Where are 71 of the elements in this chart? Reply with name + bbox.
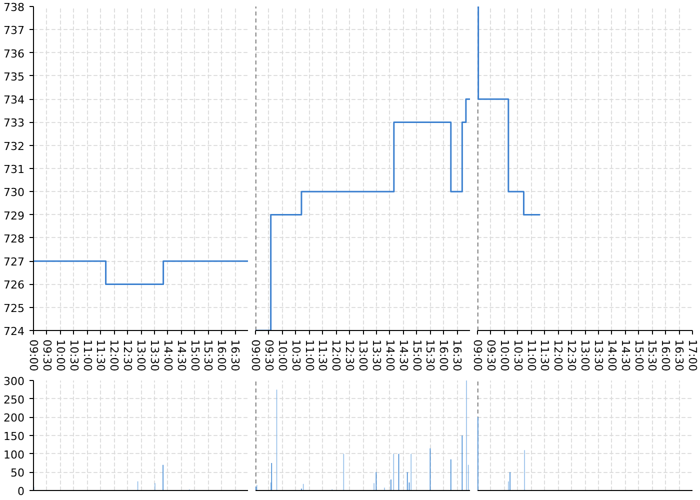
y-tick-label: 736 <box>4 47 25 60</box>
y-tick-label: 724 <box>4 325 25 338</box>
x-tick-label: 11:30 <box>316 340 330 372</box>
x-tick-label: 11:30 <box>538 340 552 372</box>
x-tick-label: 13:00 <box>134 340 148 372</box>
x-tick-label: 14:30 <box>174 340 188 372</box>
x-tick-label: 10:30 <box>511 340 524 372</box>
x-tick-label: 09:00 <box>471 340 484 372</box>
x-tick-label: 16:30 <box>450 340 464 372</box>
x-tick-label: 15:00 <box>632 340 646 372</box>
x-tick-label: 12:00 <box>552 340 565 372</box>
y-tick-label: 728 <box>4 232 25 246</box>
y-tick-label: 100 <box>4 448 25 462</box>
y-tick-label: 726 <box>4 278 25 292</box>
y-tick-label: 734 <box>4 94 25 107</box>
x-tick-label: 10:30 <box>67 340 80 372</box>
x-tick-label: 13:30 <box>370 340 383 372</box>
y-tick-label: 729 <box>4 209 25 222</box>
y-tick-label: 733 <box>4 116 25 130</box>
y-tick-label: 731 <box>4 163 25 176</box>
x-tick-label: 14:00 <box>383 340 396 372</box>
x-tick-label: 12:30 <box>121 340 134 372</box>
x-tick-label: 09:00 <box>249 340 262 372</box>
x-tick-label: 10:00 <box>498 340 511 372</box>
x-tick-label: 16:30 <box>228 340 242 372</box>
y-tick-label: 0 <box>18 485 24 498</box>
x-tick-label: 12:30 <box>343 340 356 372</box>
x-tick-label: 16:00 <box>215 340 228 372</box>
y-tick-label: 738 <box>4 1 25 14</box>
x-tick-label: 15:00 <box>188 340 202 372</box>
x-tick-label: 11:00 <box>302 340 316 372</box>
y-tick-label: 725 <box>4 302 25 315</box>
x-tick-label: 13:30 <box>592 340 605 372</box>
x-tick-label: 16:00 <box>437 340 450 372</box>
x-tick-label: 10:00 <box>54 340 67 372</box>
y-tick-label: 730 <box>4 186 25 200</box>
x-tick-label: 12:00 <box>108 340 121 372</box>
x-tick-label: 09:00 <box>27 340 40 372</box>
x-tick-label: 15:30 <box>424 340 437 372</box>
x-tick-label: 14:00 <box>605 340 618 372</box>
x-tick-label: 11:00 <box>80 340 94 372</box>
y-tick-label: 250 <box>4 393 25 406</box>
y-tick-label: 727 <box>4 256 25 269</box>
x-tick-label: 16:30 <box>672 340 686 372</box>
x-tick-label: 10:30 <box>289 340 302 372</box>
x-tick-label: 13:30 <box>148 340 161 372</box>
y-tick-label: 150 <box>4 430 25 443</box>
x-tick-label: 09:30 <box>262 340 276 372</box>
x-tick-label: 12:30 <box>565 340 578 372</box>
x-tick-label: 09:30 <box>40 340 54 372</box>
x-tick-label: 13:00 <box>578 340 592 372</box>
y-tick-label: 735 <box>4 70 25 84</box>
x-tick-label: 11:00 <box>524 340 538 372</box>
y-tick-label: 200 <box>4 412 25 425</box>
x-tick-label: 14:30 <box>618 340 632 372</box>
x-tick-label: 15:30 <box>646 340 659 372</box>
x-tick-label: 09:30 <box>484 340 498 372</box>
x-tick-label: 11:30 <box>94 340 108 372</box>
x-tick-label: 12:00 <box>330 340 343 372</box>
x-tick-label: 14:30 <box>396 340 410 372</box>
x-tick-label: 17:00 <box>686 340 699 372</box>
x-tick-label: 13:00 <box>356 340 370 372</box>
y-tick-label: 50 <box>10 466 25 480</box>
x-tick-label: 14:00 <box>161 340 174 372</box>
x-tick-label: 16:00 <box>659 340 672 372</box>
x-tick-label: 15:00 <box>410 340 424 372</box>
y-tick-label: 300 <box>4 375 25 388</box>
x-tick-label: 15:30 <box>202 340 215 372</box>
y-tick-label: 737 <box>4 24 25 38</box>
y-tick-label: 732 <box>4 140 25 153</box>
x-tick-label: 10:00 <box>276 340 289 372</box>
